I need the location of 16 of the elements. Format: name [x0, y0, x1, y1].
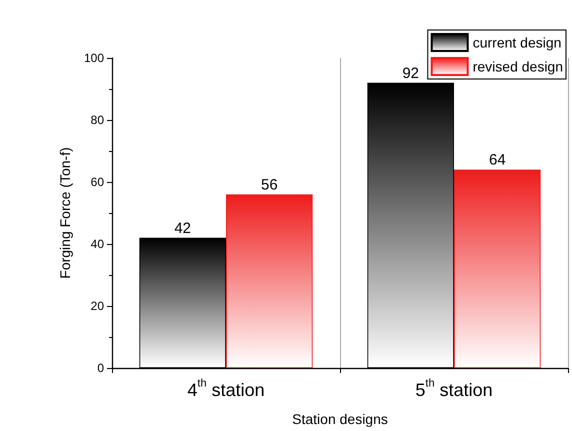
data-label: 92	[402, 64, 420, 82]
y-tick-label: 100	[84, 51, 104, 65]
y-tick-label: 40	[90, 237, 104, 251]
data-label: 42	[174, 220, 192, 237]
legend-label: current design	[472, 34, 562, 50]
legend-label: revised design	[472, 58, 564, 74]
y-axis-title: Forging Force (Ton-f)	[57, 147, 73, 279]
x-axis-title: Station designs	[292, 411, 388, 427]
y-tick-label: 0	[97, 361, 104, 375]
y-tick-label: 80	[90, 113, 104, 127]
y-tick-label: 60	[90, 175, 104, 189]
data-label: 56	[260, 176, 278, 194]
y-tick-label: 20	[90, 299, 104, 313]
data-label: 64	[488, 152, 506, 169]
bar	[226, 194, 313, 368]
bar	[454, 170, 541, 368]
